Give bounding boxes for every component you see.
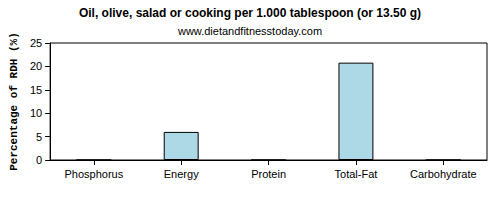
svg-text:Oil, olive, salad or cooking p: Oil, olive, salad or cooking per 1.000 t… [79,6,421,20]
svg-text:5: 5 [36,131,42,143]
svg-text:Carbohydrate: Carbohydrate [410,168,477,180]
svg-text:10: 10 [30,107,42,119]
svg-text:20: 20 [30,60,42,72]
svg-text:25: 25 [30,37,42,49]
svg-text:Energy: Energy [164,168,199,180]
svg-text:0: 0 [36,154,42,166]
svg-text:Protein: Protein [251,168,286,180]
svg-text:www.dietandfitnesstoday.com: www.dietandfitnesstoday.com [177,25,322,37]
svg-text:Total-Fat: Total-Fat [335,168,378,180]
svg-text:15: 15 [30,84,42,96]
svg-text:Phosphorus: Phosphorus [64,168,123,180]
svg-text:Percentage of RDH (%): Percentage of RDH (%) [8,32,20,171]
